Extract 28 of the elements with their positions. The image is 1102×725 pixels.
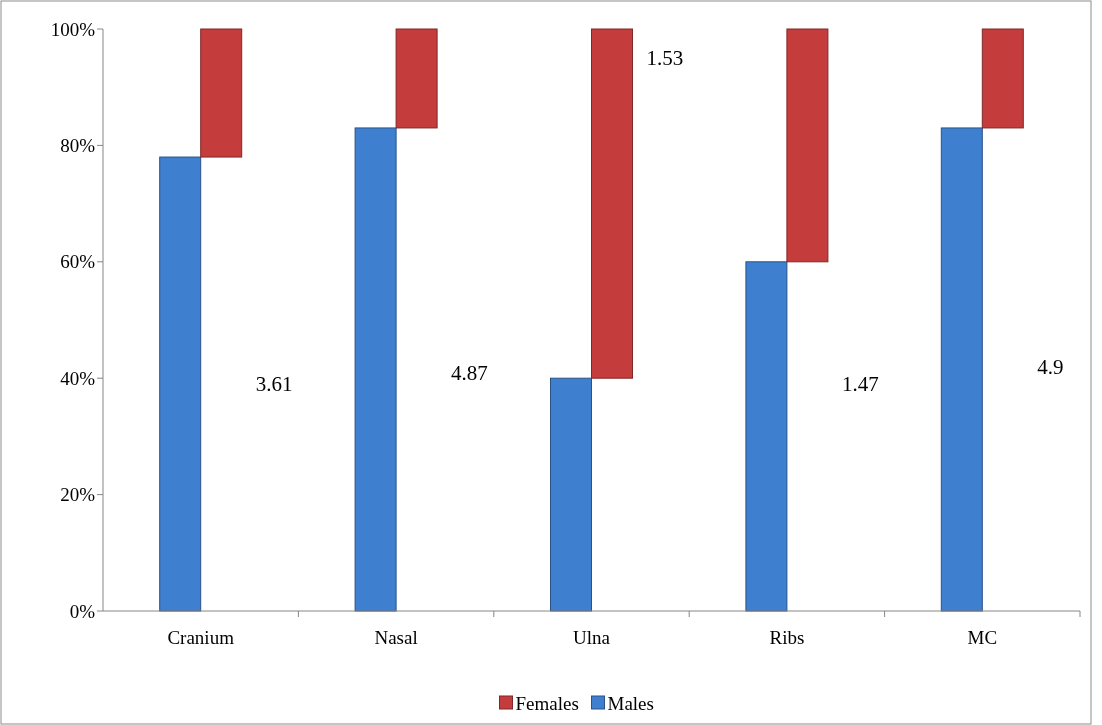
- y-tick-label: 80%: [60, 135, 96, 157]
- bar: [940, 127, 983, 612]
- y-tick-label: 60%: [60, 251, 96, 273]
- y-tick-label: 40%: [60, 367, 96, 389]
- bar: [395, 28, 438, 129]
- annotation: 1.53: [646, 46, 684, 71]
- bar: [591, 28, 633, 379]
- bar: [745, 261, 788, 612]
- bar: [550, 377, 592, 612]
- y-tick-label: 20%: [60, 484, 96, 506]
- bar: [159, 156, 202, 612]
- x-tick-label: Nasal: [374, 627, 418, 648]
- annotation: 1.47: [841, 372, 879, 397]
- x-tick-label: Ribs: [769, 627, 805, 648]
- x-tick-label: Cranium: [167, 627, 235, 648]
- legend-label: Females: [515, 692, 579, 714]
- legend-label: Males: [607, 692, 654, 714]
- bar: [981, 28, 1024, 129]
- bar: [354, 127, 397, 612]
- x-tick-label: Ulna: [573, 627, 611, 648]
- annotation: 4.87: [451, 360, 488, 385]
- x-tick-label: MC: [967, 627, 998, 648]
- annotation: 4.9: [1037, 354, 1064, 379]
- y-tick-label: 0%: [69, 600, 96, 622]
- bar: [786, 28, 829, 263]
- bar: [200, 28, 243, 158]
- y-tick-label: 100%: [50, 18, 96, 40]
- annotation: 3.61: [255, 372, 293, 397]
